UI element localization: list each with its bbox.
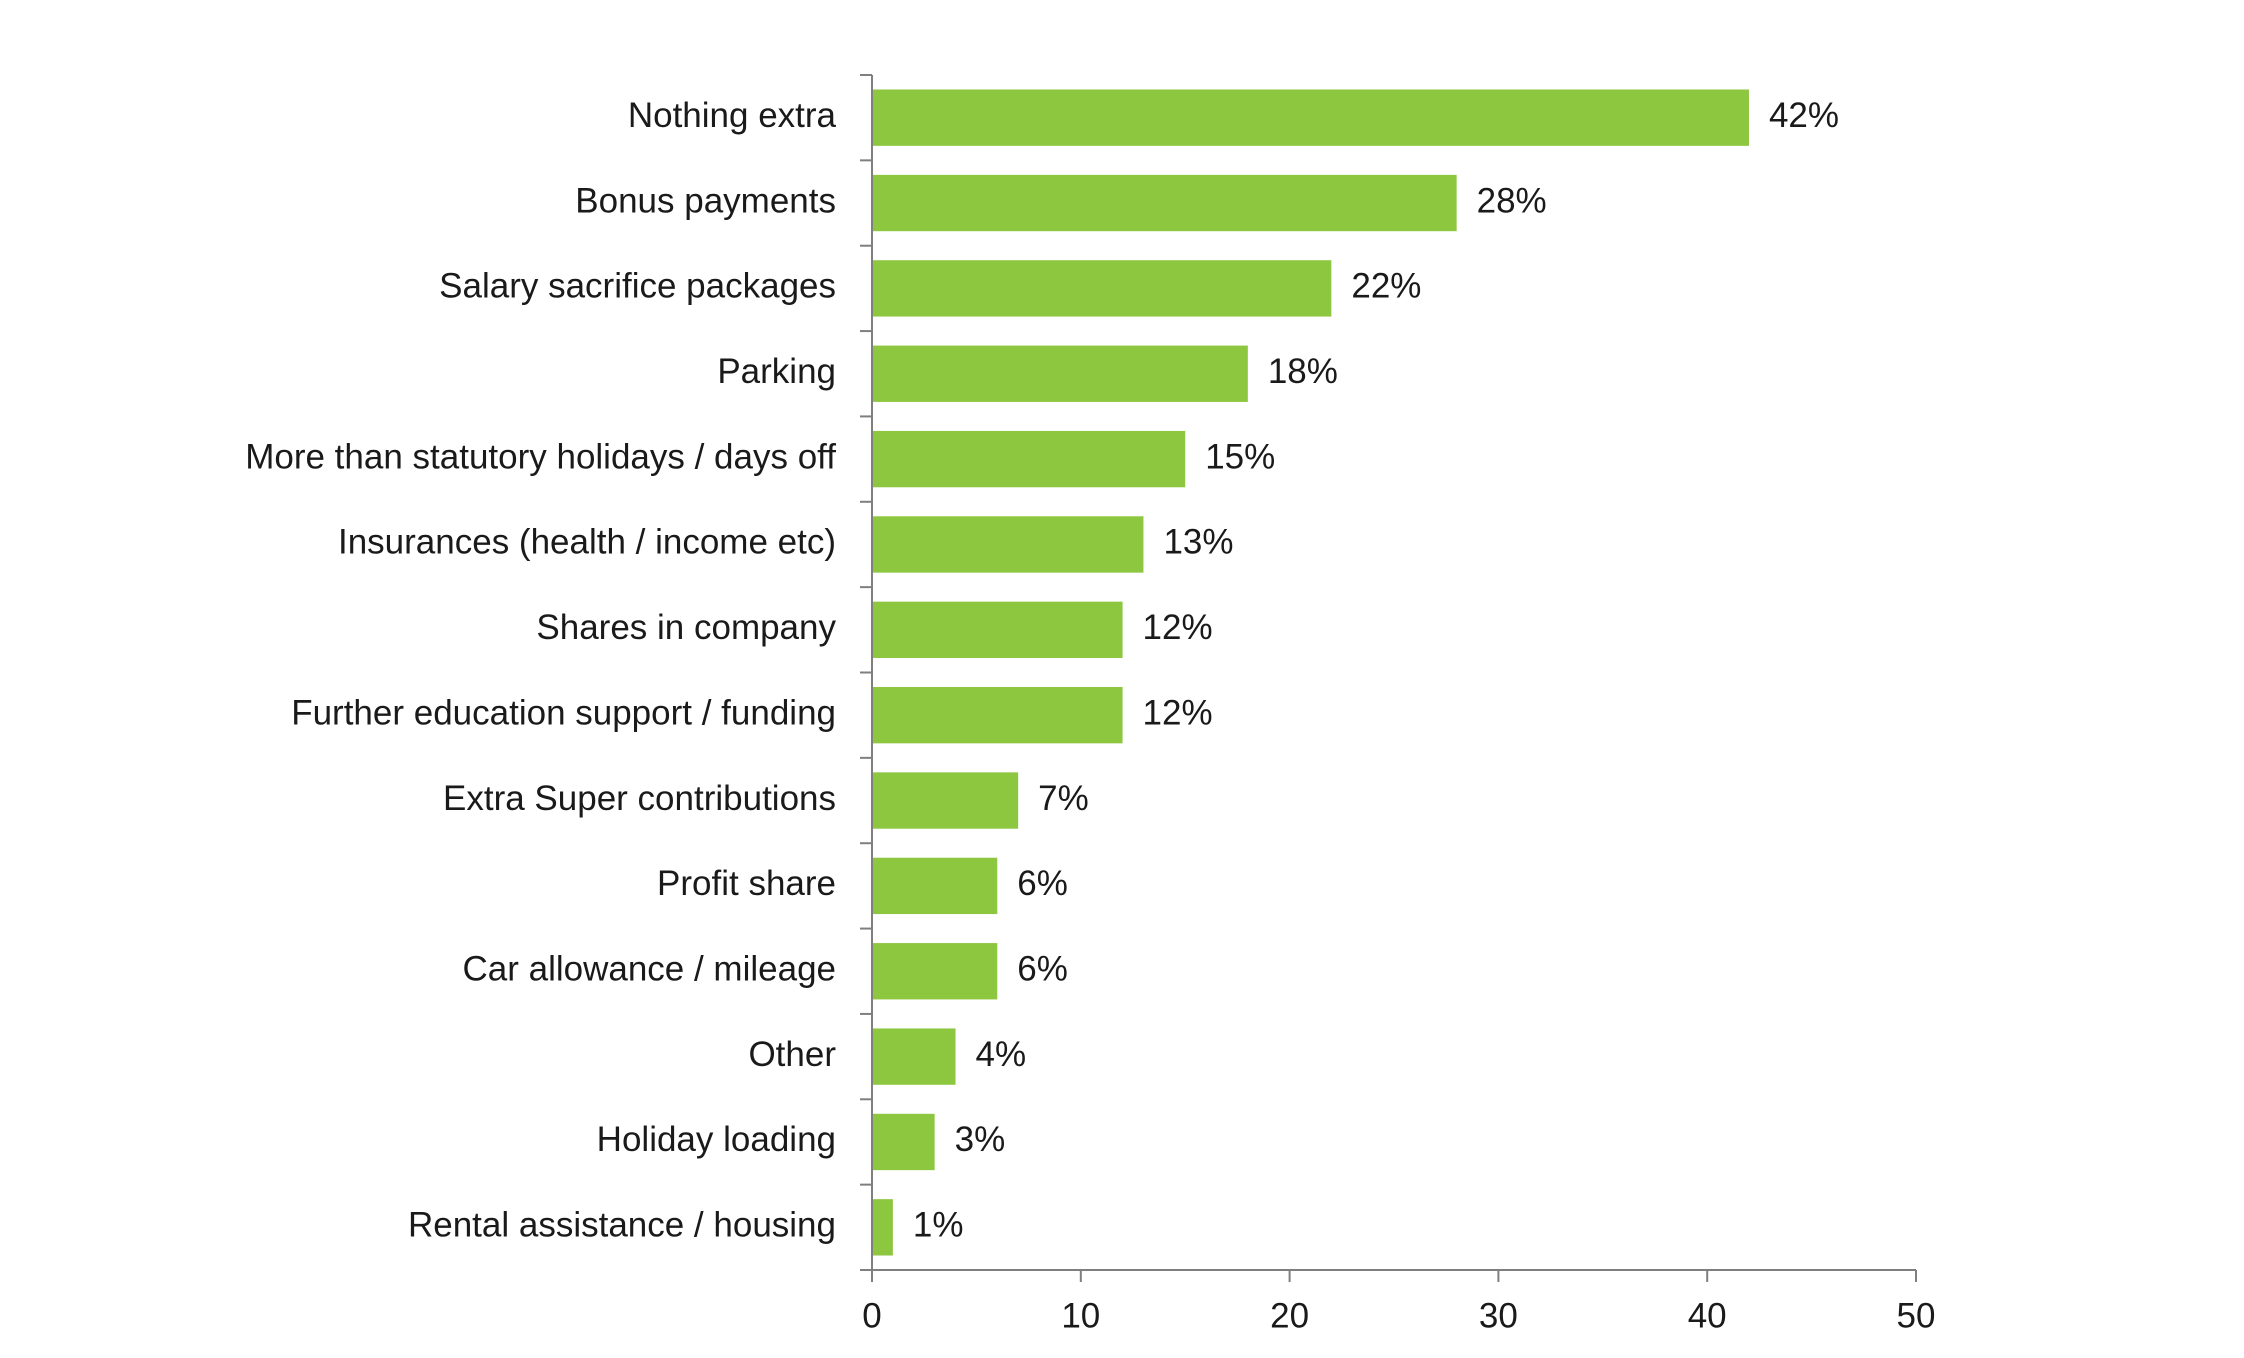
data-label: 15% — [1205, 437, 1275, 476]
category-label: Profit share — [657, 864, 836, 903]
category-label: Salary sacrifice packages — [439, 267, 836, 306]
data-label: 7% — [1038, 779, 1089, 818]
x-tick-label: 0 — [862, 1296, 881, 1335]
category-label: Further education support / funding — [291, 693, 836, 732]
bar — [872, 857, 998, 915]
bars-layer — [872, 89, 1749, 1256]
category-label: Parking — [717, 352, 836, 391]
category-label: Holiday loading — [597, 1120, 836, 1159]
bar — [872, 687, 1123, 744]
bar — [872, 943, 998, 1000]
bar — [872, 1028, 956, 1085]
category-label: Car allowance / mileage — [462, 950, 836, 989]
category-label: Insurances (health / income etc) — [338, 523, 836, 562]
bar — [872, 772, 1019, 829]
category-label: Other — [748, 1035, 836, 1074]
category-label: Bonus payments — [575, 181, 836, 220]
data-label: 12% — [1143, 693, 1213, 732]
bar — [872, 260, 1332, 317]
bar — [872, 601, 1123, 658]
data-label: 3% — [955, 1120, 1006, 1159]
category-label: Shares in company — [536, 608, 836, 647]
category-label: More than statutory holidays / days off — [245, 437, 836, 476]
category-label: Rental assistance / housing — [408, 1206, 836, 1245]
labels-layer: Nothing extra 42% Bonus payments 28% Salary … — [245, 96, 1935, 1335]
data-label: 1% — [913, 1206, 964, 1245]
data-label: 42% — [1769, 96, 1839, 135]
data-label: 12% — [1143, 608, 1213, 647]
bar — [872, 345, 1248, 402]
bar — [872, 1113, 935, 1171]
bar — [872, 1199, 893, 1256]
bar — [872, 516, 1144, 573]
bar — [872, 430, 1186, 488]
bar — [872, 174, 1457, 232]
data-label: 28% — [1477, 181, 1547, 220]
category-label: Nothing extra — [628, 96, 837, 135]
data-label: 18% — [1268, 352, 1338, 391]
bar — [872, 89, 1749, 146]
x-tick-label: 20 — [1270, 1296, 1309, 1335]
x-tick-label: 30 — [1479, 1296, 1518, 1335]
x-tick-label: 50 — [1897, 1296, 1936, 1335]
data-label: 4% — [976, 1035, 1027, 1074]
category-label: Extra Super contributions — [443, 779, 836, 818]
axes-layer — [860, 74, 1917, 1282]
x-tick-label: 40 — [1688, 1296, 1727, 1335]
x-tick-label: 10 — [1061, 1296, 1100, 1335]
data-label: 6% — [1017, 950, 1068, 989]
data-label: 6% — [1017, 864, 1068, 903]
data-label: 22% — [1351, 267, 1421, 306]
data-label: 13% — [1163, 523, 1233, 562]
